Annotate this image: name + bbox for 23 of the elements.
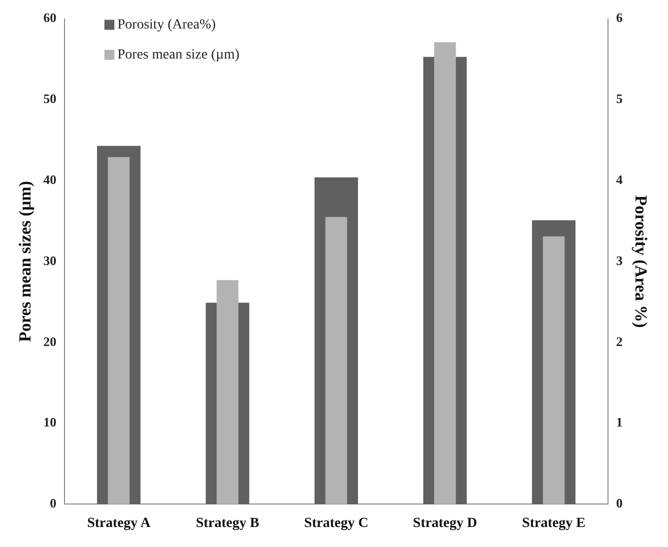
y2-tick-label: 5 [616, 91, 624, 106]
y-tick-label: 60 [43, 10, 56, 26]
x-tick-label: Strategy C [304, 516, 368, 532]
x-tick-label: Strategy D [412, 516, 478, 532]
x-tick-label: Strategy A [87, 516, 152, 532]
y2-axis-title: Porosity (Area %) [631, 195, 650, 328]
y-axis-title: Pores mean sizes (µm) [16, 180, 35, 342]
y-tick-label: 20 [43, 334, 56, 349]
y2-tick-label: 3 [616, 252, 624, 268]
y-tick-label: 30 [43, 252, 56, 268]
y2-tick-label: 2 [616, 334, 623, 349]
y-tick-label: 0 [50, 496, 56, 511]
y2-tick-label: 1 [616, 414, 623, 430]
y-tick-label: 40 [43, 172, 56, 187]
legend-label: Pores mean size (µm) [117, 47, 240, 62]
x-tick-label: Strategy E [522, 516, 586, 532]
y-tick-label: 10 [43, 414, 56, 430]
x-tick-label: Strategy B [196, 516, 260, 532]
legend-label: Porosity (Area%) [117, 17, 216, 32]
y2-tick-label: 4 [616, 172, 624, 187]
y2-tick-label: 0 [616, 496, 623, 511]
y2-tick-label: 6 [616, 10, 624, 26]
y-tick-label: 50 [43, 91, 56, 106]
